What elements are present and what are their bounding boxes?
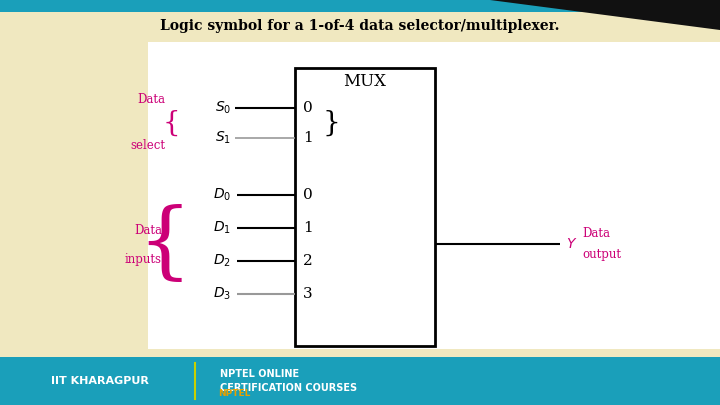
Bar (148, 42, 720, 349)
Text: $\it{Y}$: $\it{Y}$ (566, 237, 577, 251)
Text: inputs: inputs (125, 252, 162, 266)
Text: 1: 1 (303, 131, 312, 145)
Text: $S_1$: $S_1$ (215, 130, 231, 146)
Text: $D_0$: $D_0$ (213, 187, 231, 203)
Text: $D_3$: $D_3$ (213, 286, 231, 302)
Text: IIT KHARAGPUR: IIT KHARAGPUR (51, 376, 149, 386)
Polygon shape (490, 0, 720, 30)
Text: $S_0$: $S_0$ (215, 100, 231, 116)
Text: 3: 3 (303, 287, 312, 301)
Text: Logic symbol for a 1-of-4 data selector/multiplexer.: Logic symbol for a 1-of-4 data selector/… (161, 19, 559, 33)
Text: $D_1$: $D_1$ (213, 220, 231, 236)
Bar (0, 357, 720, 405)
Text: NPTEL: NPTEL (218, 389, 251, 398)
Text: }: } (323, 109, 341, 136)
Text: 0: 0 (303, 188, 312, 202)
Text: output: output (582, 248, 621, 261)
Bar (295, 68, 435, 346)
Text: {: { (138, 203, 192, 286)
Text: Data: Data (582, 227, 610, 240)
Text: 2: 2 (303, 254, 312, 268)
Bar (0, 0, 720, 12)
Text: Data: Data (137, 93, 165, 106)
Text: NPTEL ONLINE
CERTIFICATION COURSES: NPTEL ONLINE CERTIFICATION COURSES (220, 369, 357, 393)
Text: select: select (130, 139, 165, 152)
Text: Data: Data (134, 224, 162, 237)
Text: $D_2$: $D_2$ (213, 253, 231, 269)
Text: 0: 0 (303, 101, 312, 115)
Text: {: { (163, 109, 180, 136)
Text: 1: 1 (303, 221, 312, 235)
Text: MUX: MUX (343, 73, 387, 90)
